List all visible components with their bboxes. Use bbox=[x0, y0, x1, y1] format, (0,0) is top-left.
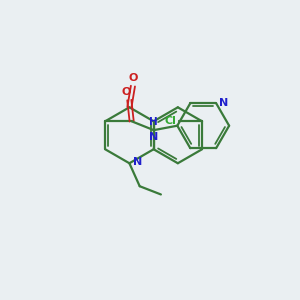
Text: N: N bbox=[133, 157, 142, 167]
Text: N: N bbox=[219, 98, 228, 108]
Text: O: O bbox=[122, 87, 131, 97]
Text: H: H bbox=[149, 117, 158, 127]
Text: N: N bbox=[149, 132, 158, 142]
Text: Cl: Cl bbox=[164, 116, 176, 126]
Text: O: O bbox=[128, 73, 138, 83]
